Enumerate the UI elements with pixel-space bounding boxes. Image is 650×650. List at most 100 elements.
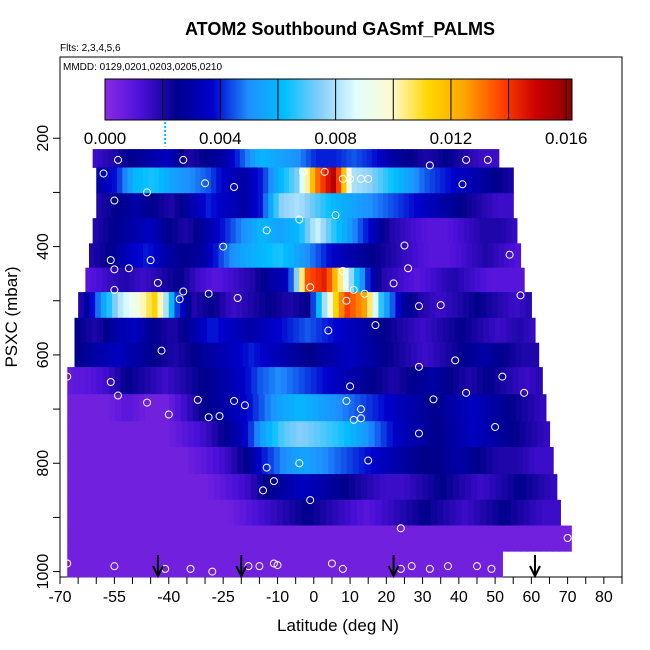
heatmap-cell [277, 243, 284, 269]
sample-point [201, 179, 210, 188]
heatmap-cell [373, 218, 380, 244]
heatmap-cell [362, 317, 369, 344]
heatmap-cell [416, 474, 423, 501]
heatmap-cell [191, 292, 198, 319]
heatmap-cell [226, 474, 234, 501]
heatmap-cell [500, 317, 507, 344]
heatmap-cell [180, 525, 188, 552]
heatmap-cell [160, 317, 168, 344]
heatmap-cell [393, 551, 400, 578]
heatmap-cell [325, 193, 332, 219]
y-tick-label: 200 [35, 125, 52, 152]
heatmap-cell [450, 243, 457, 269]
heatmap-cell [196, 243, 203, 269]
heatmap-cell [474, 218, 481, 244]
heatmap-cell [486, 292, 493, 319]
heatmap-cell [384, 292, 391, 319]
heatmap-cell [326, 243, 333, 269]
heatmap-cell [460, 317, 467, 344]
heatmap-cell [116, 499, 124, 526]
heatmap-cell [306, 394, 314, 422]
heatmap-cell [414, 317, 421, 344]
heatmap-cell [331, 525, 339, 552]
heatmap-cell [469, 292, 476, 319]
heatmap-cell [118, 267, 125, 293]
heatmap-cell [299, 243, 306, 269]
heatmap-cell [108, 367, 116, 395]
heatmap-cell [113, 218, 120, 244]
heatmap-cell [121, 243, 128, 269]
heatmap-cell [260, 267, 267, 293]
heatmap-cell [261, 243, 268, 269]
heatmap-cell [520, 525, 528, 552]
heatmap-cell [140, 218, 147, 244]
heatmap-cell [148, 167, 155, 194]
heatmap-cell [364, 342, 371, 368]
heatmap-cell [405, 218, 412, 244]
heatmap-cell [293, 267, 300, 293]
heatmap-cell [147, 499, 155, 526]
heatmap-cell [122, 499, 130, 526]
heatmap-cell [132, 551, 139, 578]
heatmap-cell [497, 167, 504, 194]
heatmap-cell [266, 243, 273, 269]
heatmap-cell [122, 167, 129, 194]
heatmap-cell [508, 525, 516, 552]
heatmap-cell [256, 243, 263, 269]
heatmap-cell [202, 499, 210, 526]
heatmap-cell [322, 551, 329, 578]
heatmap-cell [422, 474, 429, 501]
heatmap-cell [201, 317, 208, 344]
heatmap-cell [123, 149, 129, 168]
heatmap-cell [315, 218, 322, 244]
heatmap-cell [263, 167, 269, 194]
heatmap-cell [325, 218, 332, 244]
heatmap-cell [454, 317, 461, 344]
heatmap-cell [495, 525, 503, 552]
heatmap-cell [359, 267, 366, 293]
heatmap-cell [205, 193, 212, 219]
heatmap-cell [310, 218, 316, 244]
heatmap-cell [110, 499, 118, 526]
sample-point [124, 264, 133, 273]
heatmap-cell [509, 394, 517, 422]
sample-point [157, 346, 166, 355]
heatmap-cell [184, 342, 192, 368]
heatmap-cell [465, 317, 473, 344]
heatmap-cell [346, 149, 353, 168]
heatmap-cell [512, 367, 520, 395]
heatmap-cell [210, 193, 217, 219]
heatmap-cell [215, 499, 222, 526]
heatmap-cell [396, 243, 403, 269]
heatmap-cell [453, 367, 460, 395]
heatmap-cell [401, 447, 408, 475]
heatmap-cell [492, 167, 499, 194]
heatmap-cell [304, 367, 312, 395]
heatmap-cell [231, 447, 238, 475]
heatmap-cell [379, 474, 387, 501]
heatmap-cell [209, 149, 216, 168]
heatmap-cell [265, 342, 273, 368]
heatmap-cell [129, 218, 136, 244]
heatmap-cell [133, 394, 140, 422]
x-tick-label: -55 [103, 589, 126, 606]
heatmap-cell [471, 193, 478, 219]
heatmap-cell [200, 193, 207, 219]
sample-point [306, 283, 315, 292]
sample-point [295, 215, 304, 224]
heatmap-cell [481, 167, 488, 194]
sample-point [219, 242, 228, 251]
heatmap-cell [381, 367, 389, 395]
heatmap-cell [408, 317, 415, 344]
heatmap-cell [153, 243, 160, 269]
heatmap-cell [432, 394, 439, 422]
heatmap-cell [263, 551, 270, 578]
heatmap-cell [511, 499, 518, 526]
heatmap-cell [389, 447, 396, 475]
heatmap-cell [424, 499, 432, 526]
heatmap-cell [492, 342, 499, 368]
heatmap-cell [316, 447, 323, 475]
heatmap-cell [552, 525, 560, 552]
heatmap-cell [67, 499, 75, 526]
heatmap-cell [476, 525, 484, 552]
